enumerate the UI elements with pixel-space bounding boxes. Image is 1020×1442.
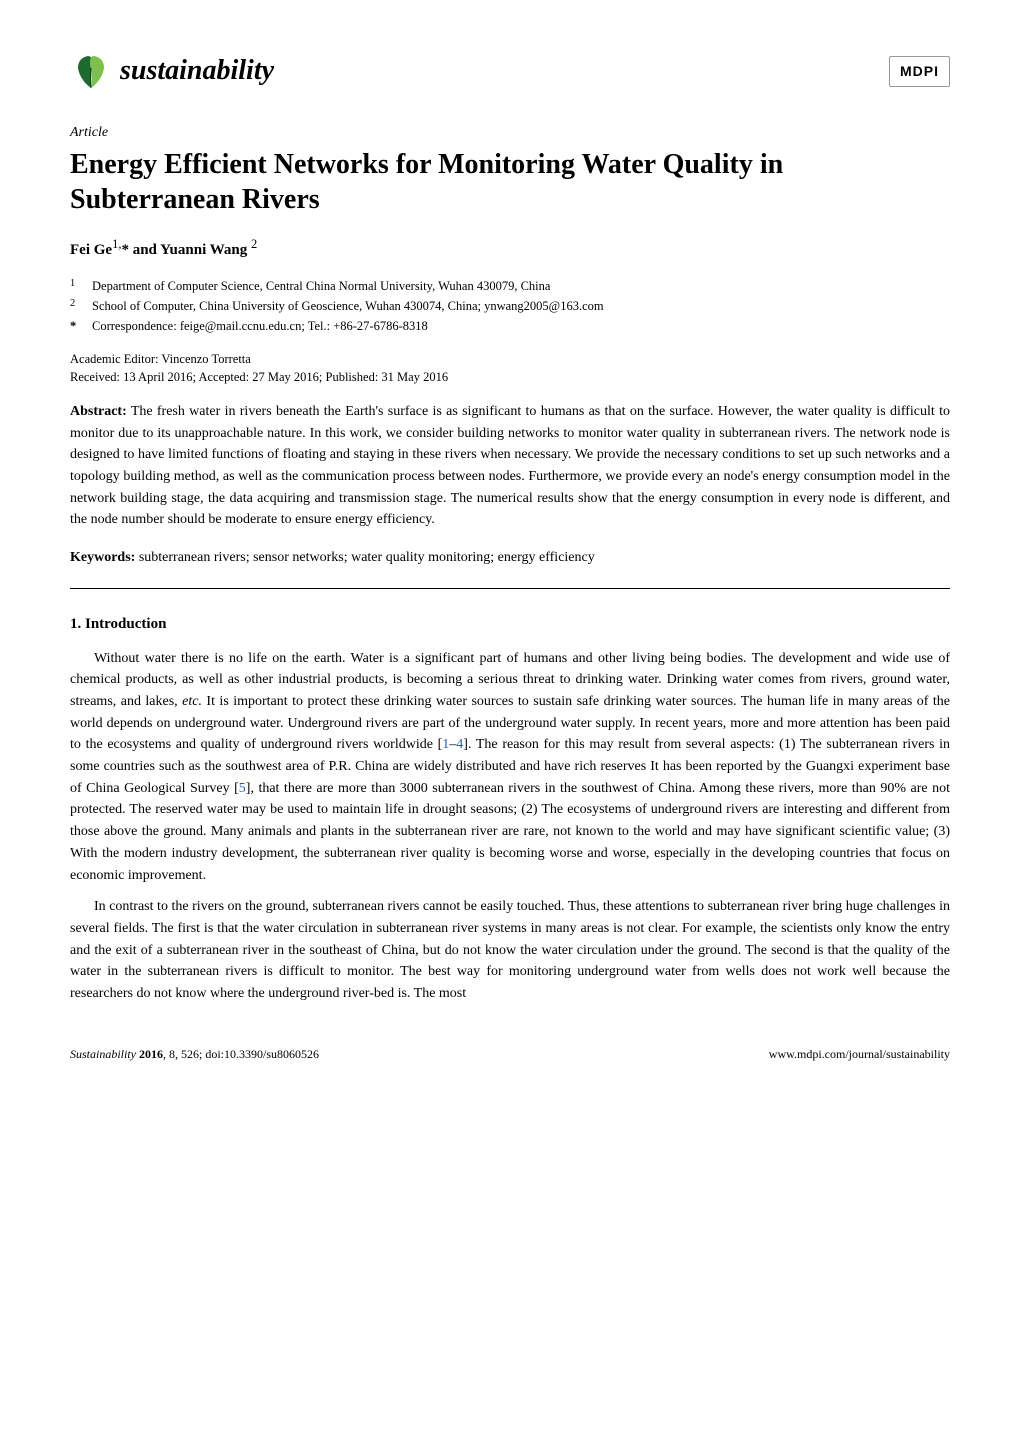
section-divider <box>70 588 950 589</box>
journal-logo-group: sustainability <box>70 50 274 92</box>
leaf-icon <box>70 50 112 92</box>
keywords-block: Keywords: subterranean rivers; sensor ne… <box>70 547 950 568</box>
affiliation-row: 1 Department of Computer Science, Centra… <box>70 276 950 296</box>
abstract-label: Abstract: <box>70 404 127 419</box>
author-1: Fei Ge <box>70 242 112 258</box>
affil-marker: 1 <box>70 276 82 296</box>
affiliation-row: * Correspondence: feige@mail.ccnu.edu.cn… <box>70 316 950 336</box>
keywords-text: subterranean rivers; sensor networks; wa… <box>135 550 594 565</box>
section-heading: 1. Introduction <box>70 613 950 636</box>
author-1-ast: * <box>121 242 129 258</box>
header-row: sustainability MDPI <box>70 50 950 92</box>
etc-italic: etc. <box>182 694 202 709</box>
affil-marker: * <box>70 316 82 336</box>
footer-doi: , 8, 526; doi:10.3390/su8060526 <box>163 1047 319 1061</box>
affil-text: Correspondence: feige@mail.ccnu.edu.cn; … <box>92 316 428 336</box>
academic-editor: Academic Editor: Vincenzo Torretta <box>70 350 950 369</box>
affiliation-row: 2 School of Computer, China University o… <box>70 296 950 316</box>
footer-year: 2016 <box>139 1047 163 1061</box>
body-paragraph: Without water there is no life on the ea… <box>70 648 950 887</box>
citation-link[interactable]: 5 <box>239 781 246 796</box>
author-2-sup: 2 <box>251 237 257 251</box>
footer-journal: Sustainability <box>70 1047 139 1061</box>
abstract-block: Abstract: The fresh water in rivers bene… <box>70 401 950 531</box>
footer-right: www.mdpi.com/journal/sustainability <box>769 1045 950 1063</box>
affil-text: School of Computer, China University of … <box>92 296 604 316</box>
authors-line: Fei Ge1,* and Yuanni Wang 2 <box>70 235 950 262</box>
editor-info: Academic Editor: Vincenzo Torretta Recei… <box>70 350 950 388</box>
abstract-text: The fresh water in rivers beneath the Ea… <box>70 404 950 527</box>
body-paragraph: In contrast to the rivers on the ground,… <box>70 896 950 1004</box>
keywords-label: Keywords: <box>70 550 135 565</box>
para-text: ], that there are more than 3000 subterr… <box>70 781 950 883</box>
author-and: and Yuanni Wang <box>129 242 251 258</box>
footer-left: Sustainability 2016, 8, 526; doi:10.3390… <box>70 1045 319 1063</box>
affil-marker: 2 <box>70 296 82 316</box>
page-footer: Sustainability 2016, 8, 526; doi:10.3390… <box>70 1045 950 1063</box>
affil-text: Department of Computer Science, Central … <box>92 276 550 296</box>
affiliations-block: 1 Department of Computer Science, Centra… <box>70 276 950 336</box>
article-type: Article <box>70 122 950 143</box>
journal-name: sustainability <box>120 50 274 92</box>
publisher-badge: MDPI <box>889 56 950 87</box>
dates-line: Received: 13 April 2016; Accepted: 27 Ma… <box>70 368 950 387</box>
article-title: Energy Efficient Networks for Monitoring… <box>70 147 950 217</box>
